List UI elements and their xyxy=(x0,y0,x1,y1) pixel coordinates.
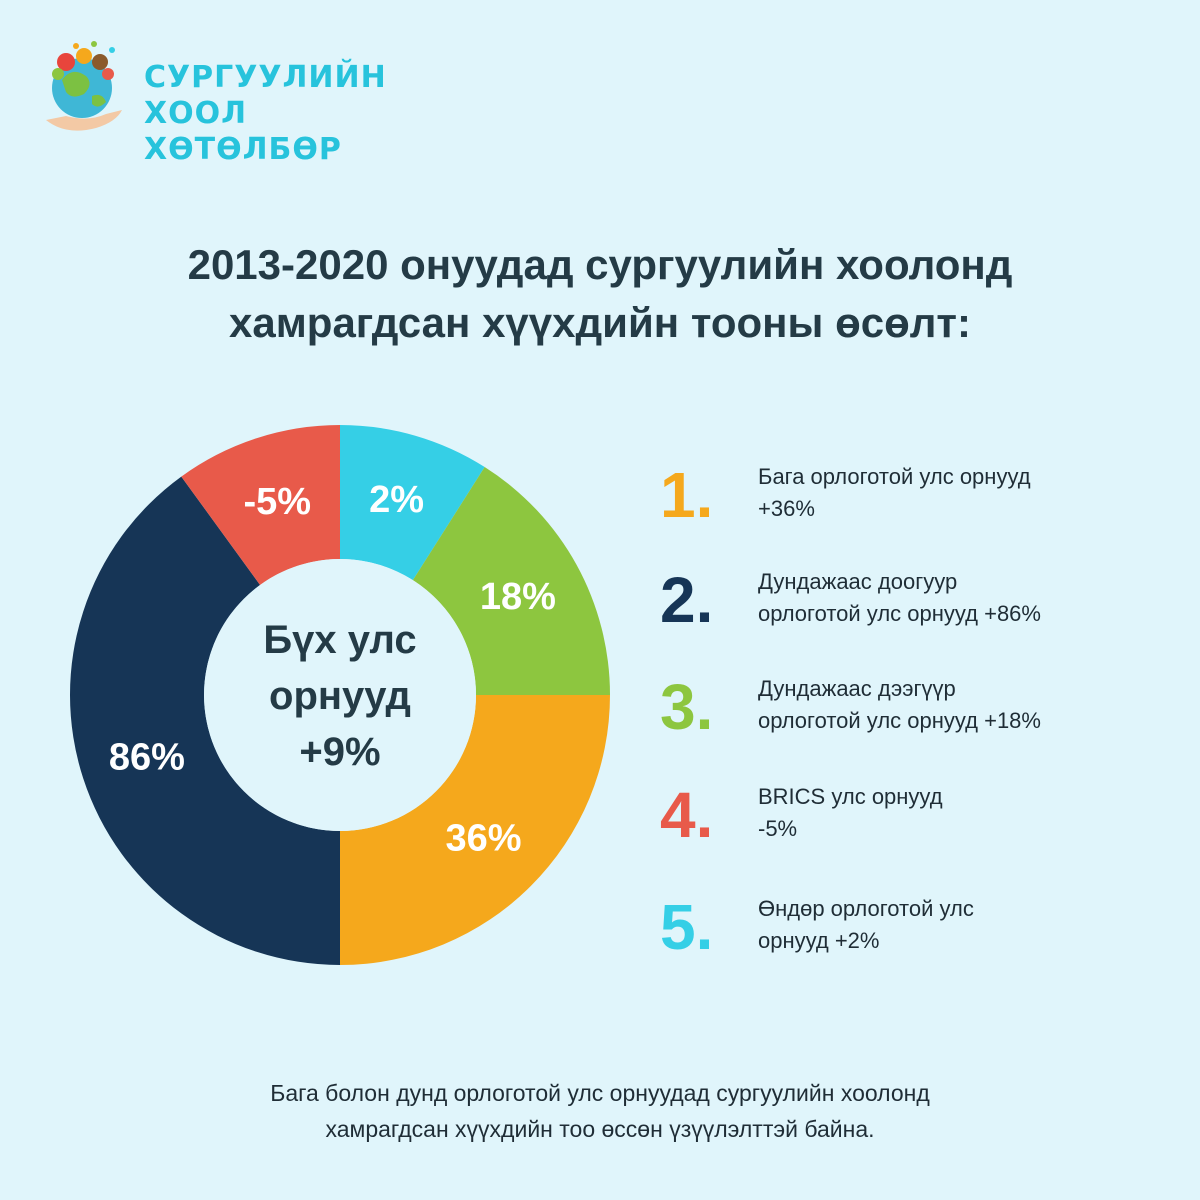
footer-line1: Бага болон дунд орлоготой улс орнуудад с… xyxy=(270,1080,930,1106)
center-label-line2: орнууд xyxy=(269,674,411,718)
food-globe-icon xyxy=(46,41,122,131)
legend-line: BRICS улс орнууд xyxy=(758,784,943,809)
legend-item-4: 4. BRICS улс орнууд -5% xyxy=(660,775,1180,855)
legend-item-5: 5. Өндөр орлоготой улс орнууд +2% xyxy=(660,887,1180,967)
brand-name-line1: СУРГУУЛИЙН ХООЛ xyxy=(144,60,387,131)
slice-label: 2% xyxy=(369,479,424,521)
legend-number: 1. xyxy=(660,459,714,531)
legend-text: Бага орлоготой улс орнууд +36% xyxy=(758,461,1178,525)
legend-item-3: 3. Дундажаас дээгүүр орлоготой улс орнуу… xyxy=(660,667,1180,747)
slice-label: 86% xyxy=(109,737,185,779)
footer-note: Бага болон дунд орлоготой улс орнуудад с… xyxy=(0,1075,1200,1147)
legend-line: орлоготой улс орнууд +18% xyxy=(758,708,1041,733)
donut-slice xyxy=(340,425,485,581)
legend-text: Дундажаас доогуур орлоготой улс орнууд +… xyxy=(758,566,1178,630)
center-label-line1: Бүх улс xyxy=(263,618,417,662)
legend-number: 5. xyxy=(660,891,714,963)
legend-item-2: 2. Дундажаас доогуур орлоготой улс орнуу… xyxy=(660,560,1180,640)
donut-hole xyxy=(204,559,476,831)
slice-label: -5% xyxy=(243,481,311,523)
slice-label: 36% xyxy=(446,818,522,860)
brand-logo: СУРГУУЛИЙН ХООЛ ХӨТӨЛБӨР xyxy=(36,36,396,167)
legend-line: орнууд +2% xyxy=(758,928,880,953)
donut-slice xyxy=(412,467,610,695)
legend-line: орлоготой улс орнууд +86% xyxy=(758,601,1041,626)
legend-line: Дундажаас доогуур xyxy=(758,569,958,594)
donut-slice xyxy=(70,476,341,965)
brand-name-line2: ХӨТӨЛБӨР xyxy=(144,132,342,167)
legend-line: -5% xyxy=(758,816,798,841)
legend-item-1: 1. Бага орлоготой улс орнууд +36% xyxy=(660,455,1180,535)
page-title: 2013-2020 онуудад сургуулийн хоолонд хам… xyxy=(0,236,1200,352)
legend-number: 4. xyxy=(660,779,714,851)
legend-line: +36% xyxy=(758,496,815,521)
footer-line2: хамрагдсан хүүхдийн тоо өссөн үзүүлэлттэ… xyxy=(325,1116,875,1142)
legend-text: Дундажаас дээгүүр орлоготой улс орнууд +… xyxy=(758,673,1178,737)
legend-line: Бага орлоготой улс орнууд xyxy=(758,464,1031,489)
legend-text: Өндөр орлоготой улс орнууд +2% xyxy=(758,893,1178,957)
donut-slice xyxy=(340,695,610,965)
legend-line: Дундажаас дээгүүр xyxy=(758,676,956,701)
donut-chart: 2% 18% 36% 86% -5% xyxy=(70,425,610,965)
legend-number: 2. xyxy=(660,564,714,636)
title-line2: хамрагдсан хүүхдийн тооны өсөлт: xyxy=(229,299,971,346)
title-line1: 2013-2020 онуудад сургуулийн хоолонд xyxy=(187,241,1013,288)
donut-slice xyxy=(181,425,340,585)
center-label-line3: +9% xyxy=(299,730,381,774)
legend-number: 3. xyxy=(660,671,714,743)
donut-center-label: Бүх улс орнууд +9% xyxy=(200,612,480,780)
slice-label: 18% xyxy=(480,576,556,618)
legend-line: Өндөр орлоготой улс xyxy=(758,896,974,921)
legend-text: BRICS улс орнууд -5% xyxy=(758,781,1178,845)
